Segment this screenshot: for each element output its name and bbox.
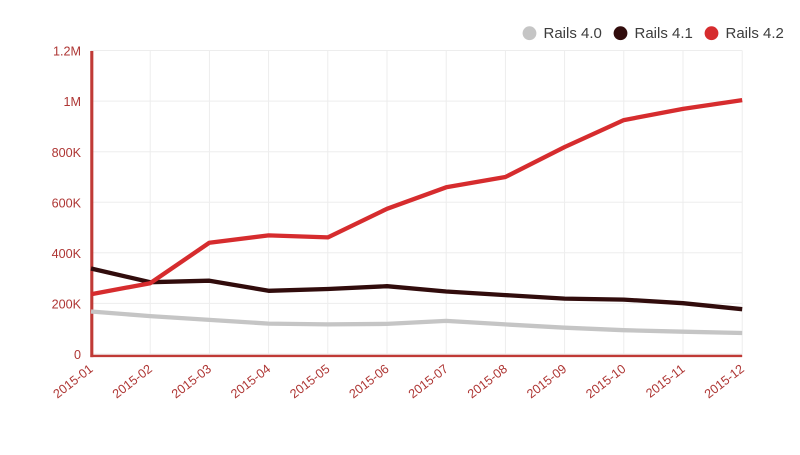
- svg-text:1M: 1M: [64, 95, 82, 109]
- svg-text:800K: 800K: [52, 146, 82, 160]
- svg-text:400K: 400K: [52, 247, 82, 261]
- svg-text:200K: 200K: [52, 298, 82, 312]
- svg-text:Rails 4.2: Rails 4.2: [726, 25, 784, 42]
- svg-text:Rails 4.1: Rails 4.1: [635, 25, 693, 42]
- svg-text:0: 0: [74, 348, 81, 362]
- svg-text:600K: 600K: [52, 196, 82, 210]
- svg-text:Rails 4.0: Rails 4.0: [544, 25, 602, 42]
- svg-text:1.2M: 1.2M: [53, 45, 81, 59]
